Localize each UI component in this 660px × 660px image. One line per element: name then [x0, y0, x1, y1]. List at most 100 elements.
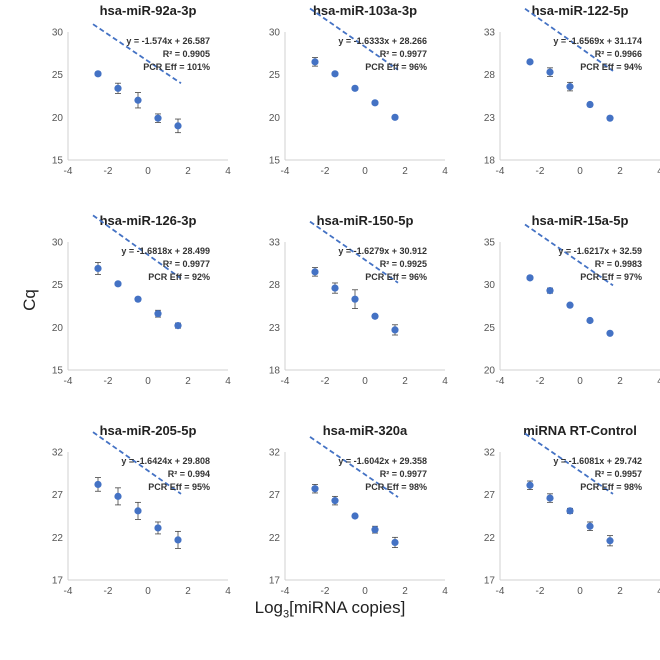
data-point — [331, 70, 339, 78]
x-tick-label: -2 — [536, 376, 545, 387]
x-tick-label: 2 — [185, 166, 191, 177]
equation-label: y = -1.6333x + 28.266 — [338, 36, 427, 46]
y-tick-label: 17 — [484, 576, 496, 587]
pcr-efficiency-label: PCR Eff = 96% — [365, 62, 427, 72]
x-tick-label: 2 — [402, 166, 408, 177]
y-axis-label: Cq — [20, 289, 39, 311]
chart-title: hsa-miR-205-5p — [100, 423, 197, 438]
y-tick-label: 25 — [484, 323, 496, 334]
y-tick-label: 20 — [269, 113, 281, 124]
y-tick-label: 18 — [484, 156, 496, 167]
data-point — [114, 84, 122, 92]
x-tick-label: 2 — [402, 586, 408, 597]
x-tick-label: 0 — [577, 166, 583, 177]
data-point — [134, 295, 142, 303]
x-tick-label: -4 — [281, 376, 290, 387]
y-tick-label: 15 — [269, 156, 281, 167]
chart-title: hsa-miR-122-5p — [532, 3, 629, 18]
chart-title: hsa-miR-15a-5p — [532, 213, 629, 228]
data-point — [94, 480, 102, 489]
x-tick-label: -2 — [536, 586, 545, 597]
data-point — [311, 58, 319, 66]
x-tick-label: 4 — [225, 376, 231, 387]
data-point — [391, 538, 399, 547]
data-point — [134, 96, 142, 104]
data-point — [606, 537, 614, 545]
data-point — [606, 329, 614, 337]
x-tick-label: 2 — [402, 376, 408, 387]
data-point — [174, 322, 182, 330]
y-tick-label: 20 — [484, 366, 496, 377]
r-squared-label: R² = 0.9983 — [595, 259, 642, 269]
data-point — [94, 70, 102, 78]
x-tick-label: -4 — [281, 166, 290, 177]
x-tick-label: 0 — [145, 166, 151, 177]
x-tick-label: -2 — [321, 586, 330, 597]
chart-title: hsa-miR-320a — [323, 423, 408, 438]
chart-panel: hsa-miR-122-5p 18 23 28 33 -4 -2 0 2 4 y = -1.6569… — [484, 3, 660, 177]
data-point — [546, 68, 554, 76]
data-point — [331, 497, 339, 505]
trendline — [309, 436, 399, 498]
r-squared-label: R² = 0.9977 — [380, 49, 427, 59]
data-point — [154, 114, 162, 122]
data-point — [154, 310, 162, 318]
y-tick-label: 22 — [269, 533, 281, 544]
x-tick-label: -2 — [104, 586, 113, 597]
pcr-efficiency-label: PCR Eff = 96% — [365, 272, 427, 282]
x-tick-label: 0 — [577, 376, 583, 387]
data-point — [351, 295, 359, 303]
data-point — [114, 280, 122, 288]
y-tick-label: 18 — [269, 366, 281, 377]
y-tick-label: 17 — [52, 576, 64, 587]
data-point — [311, 268, 319, 276]
y-tick-label: 15 — [52, 156, 64, 167]
equation-label: y = -1.574x + 26.587 — [126, 36, 210, 46]
r-squared-label: R² = 0.9957 — [595, 469, 642, 479]
chart-panel: hsa-miR-103a-3p 15 20 25 30 -4 -2 0 2 4 y = -1.633… — [269, 3, 448, 177]
trendline — [92, 431, 182, 495]
x-tick-label: -4 — [281, 586, 290, 597]
chart-title: hsa-miR-92a-3p — [100, 3, 197, 18]
x-tick-label: -2 — [536, 166, 545, 177]
x-tick-label: -2 — [104, 166, 113, 177]
x-tick-label: 2 — [185, 376, 191, 387]
x-tick-label: 4 — [442, 376, 448, 387]
x-tick-label: 4 — [225, 586, 231, 597]
x-tick-label: 4 — [442, 586, 448, 597]
trendline — [309, 7, 399, 71]
data-point — [586, 316, 594, 325]
r-squared-label: R² = 0.9977 — [380, 469, 427, 479]
data-point — [526, 274, 534, 282]
pcr-efficiency-label: PCR Eff = 98% — [365, 482, 427, 492]
chart-title: hsa-miR-103a-3p — [313, 3, 417, 18]
data-point — [606, 114, 614, 122]
r-squared-label: R² = 0.9977 — [163, 259, 210, 269]
data-point — [174, 536, 182, 544]
equation-label: y = -1.6569x + 31.174 — [553, 36, 642, 46]
x-tick-label: 4 — [657, 586, 660, 597]
x-tick-label: 4 — [657, 166, 660, 177]
x-tick-label: 0 — [362, 586, 368, 597]
y-tick-label: 32 — [52, 448, 64, 459]
pcr-efficiency-label: PCR Eff = 97% — [580, 272, 642, 282]
chart-panel: hsa-miR-15a-5p 20 25 30 35 -4 -2 0 2 4 y = -1.6217… — [484, 213, 660, 387]
y-tick-label: 30 — [484, 280, 496, 291]
chart-panel: hsa-miR-320a 17 22 27 32 -4 -2 0 2 4 y = -1.6042x … — [269, 423, 448, 597]
equation-label: y = -1.6081x + 29.742 — [553, 456, 642, 466]
data-point — [154, 524, 162, 532]
data-point — [391, 113, 399, 121]
y-tick-label: 28 — [269, 280, 281, 291]
data-point — [586, 100, 594, 109]
x-tick-label: -2 — [321, 376, 330, 387]
x-tick-label: 2 — [617, 586, 623, 597]
data-point — [134, 507, 142, 515]
x-tick-label: -2 — [104, 376, 113, 387]
r-squared-label: R² = 0.9925 — [380, 259, 427, 269]
data-point — [391, 326, 399, 334]
data-point — [371, 99, 379, 107]
x-tick-label: 2 — [185, 586, 191, 597]
trendline — [524, 223, 614, 287]
x-tick-label: 4 — [657, 376, 660, 387]
y-tick-label: 27 — [484, 490, 496, 501]
